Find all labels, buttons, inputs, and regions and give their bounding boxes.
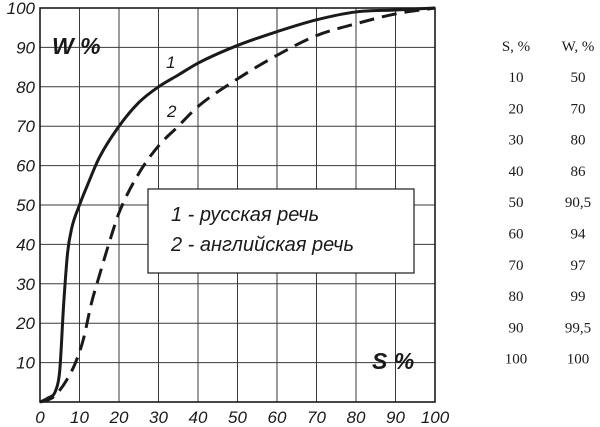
x-tick-label: 80 — [347, 408, 366, 427]
table-cell: 60 — [509, 227, 524, 243]
series-line-2 — [39, 6, 436, 404]
table-cell: 80 — [509, 289, 524, 305]
chart-tick-labels: 0 10 20 30 40 50 60 70 80 90 100 10 20 30 40 50 60 70 80 90… — [7, 0, 450, 427]
y-axis-label: W % — [52, 33, 101, 59]
legend: 1 - русская речь 2 - английская речь — [147, 188, 415, 274]
x-tick-label: 60 — [268, 408, 287, 427]
table-header: W, % — [562, 39, 595, 55]
y-tick-label: 50 — [16, 196, 35, 215]
table-cell: 30 — [509, 133, 524, 149]
legend-box — [147, 188, 415, 274]
x-axis-label: S % — [372, 348, 414, 374]
x-tick-label: 10 — [70, 408, 89, 427]
y-tick-label: 30 — [16, 275, 35, 294]
legend-entry-2: 2 - английская речь — [170, 234, 354, 256]
y-tick-label: 20 — [15, 314, 35, 333]
table-cell: 90,5 — [565, 195, 591, 211]
y-tick-label: 40 — [16, 235, 35, 254]
chart-curves — [39, 6, 436, 404]
x-tick-label: 0 — [35, 408, 45, 427]
curve-label-1: 1 — [166, 53, 175, 72]
x-tick-label: 40 — [189, 408, 208, 427]
table-cell: 97 — [571, 258, 587, 274]
y-tick-label: 70 — [16, 117, 35, 136]
y-tick-label: 90 — [16, 38, 35, 57]
x-tick-label: 20 — [109, 408, 129, 427]
table-cell: 90 — [509, 320, 524, 336]
y-tick-label: 100 — [7, 0, 36, 18]
x-tick-label: 50 — [228, 408, 247, 427]
y-tick-label: 60 — [16, 157, 35, 176]
table-cell: 40 — [509, 164, 524, 180]
table-cell: 99 — [571, 289, 586, 305]
table-cell: 94 — [571, 227, 587, 243]
table-cell: 70 — [571, 101, 586, 117]
plot-frame — [39, 7, 436, 403]
legend-entry-1: 1 - русская речь — [171, 204, 319, 226]
table-cell: 86 — [571, 164, 587, 180]
table-cell: 80 — [571, 133, 586, 149]
series-line-1 — [39, 6, 436, 404]
curve-label-2: 2 — [166, 102, 177, 121]
table-cell: 20 — [509, 101, 524, 117]
table-cell: 50 — [509, 195, 524, 211]
x-tick-label: 100 — [421, 408, 450, 427]
table-header: S, % — [502, 39, 530, 55]
y-tick-label: 10 — [16, 354, 35, 373]
table-cell: 10 — [509, 70, 524, 86]
table-cell: 99,5 — [565, 320, 591, 336]
x-tick-label: 90 — [386, 408, 405, 427]
chart-frame — [39, 7, 436, 403]
table-cell: 100 — [505, 352, 528, 368]
x-tick-label: 70 — [307, 408, 326, 427]
table-cell: 100 — [567, 352, 590, 368]
data-table: S, % W, % 10 50 20 70 30 80 40 86 50 90,5 60 94 70 97 80… — [502, 39, 595, 368]
y-tick-label: 80 — [16, 78, 35, 97]
table-cell: 50 — [571, 70, 586, 86]
x-tick-label: 30 — [149, 408, 168, 427]
table-cell: 70 — [509, 258, 524, 274]
